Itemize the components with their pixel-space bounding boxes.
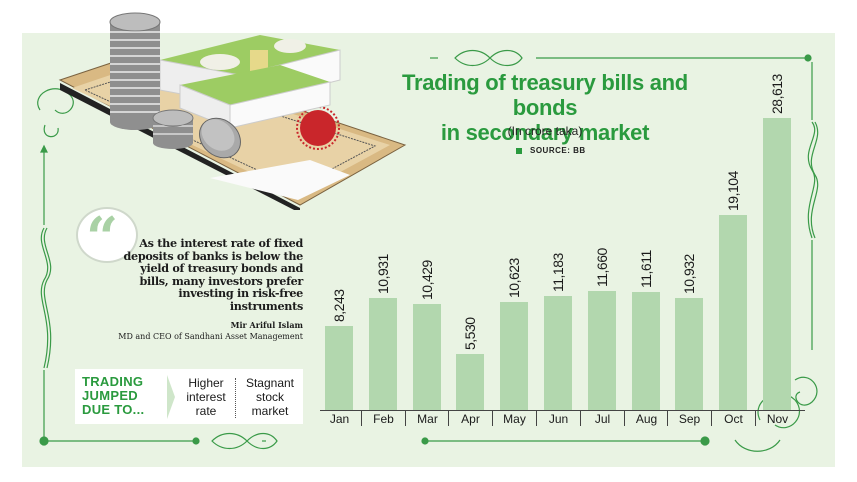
x-tick-label: Oct [724, 412, 743, 426]
x-tick [711, 410, 712, 426]
x-tick-label: Jan [329, 412, 350, 426]
reason-line: rate [195, 404, 217, 418]
value-label: 10,931 [375, 254, 391, 294]
bar-nov [763, 118, 791, 410]
bar-aug [632, 292, 660, 410]
chart-title: Trading of treasury bills and bonds in s… [370, 70, 720, 145]
value-label: 10,623 [506, 258, 522, 298]
x-axis [320, 410, 805, 411]
x-tick [492, 410, 493, 426]
quote-author-role: MD and CEO of Sandhani Asset Management [118, 332, 303, 341]
value-label: 11,611 [638, 250, 654, 288]
x-tick [448, 410, 449, 426]
x-tick [536, 410, 537, 426]
bar-sep [675, 298, 703, 410]
x-tick-label: May [503, 412, 526, 426]
reasons-box [75, 369, 303, 424]
title-line-1: Trading of treasury bills and bonds [402, 70, 688, 120]
value-label: 19,104 [725, 171, 741, 211]
reason-line: Stagnant [245, 376, 295, 390]
reason-line: interest [186, 390, 226, 404]
source-square-icon [516, 147, 522, 154]
x-tick-label: Apr [461, 412, 480, 426]
value-label: 28,613 [769, 74, 785, 114]
quote-bubble [76, 207, 138, 263]
source-note: SOURCE: BB [516, 146, 586, 155]
bar-mar [413, 304, 441, 410]
chart-subtitle: (In crore taka) [507, 124, 583, 138]
bar-may [500, 302, 528, 410]
x-tick [361, 410, 362, 426]
chevron-right-icon [167, 375, 175, 419]
reason-line: stock [255, 390, 284, 404]
x-tick [755, 410, 756, 426]
x-tick-label: Mar [417, 412, 438, 426]
source-text: SOURCE: BB [530, 146, 586, 155]
value-label: 5,530 [462, 317, 478, 350]
x-tick-label: Jul [594, 412, 611, 426]
value-label: 10,429 [419, 260, 435, 300]
reasons-heading-line: TRADING [82, 374, 144, 389]
value-label: 8,243 [331, 289, 347, 322]
bar-oct [719, 215, 747, 410]
reason-line: market [251, 404, 289, 418]
value-label: 11,183 [550, 253, 566, 292]
x-tick-label: Jun [548, 412, 569, 426]
x-tick-label: Sep [678, 412, 701, 426]
bar-apr [456, 354, 484, 410]
x-tick [580, 410, 581, 426]
x-tick-label: Aug [635, 412, 658, 426]
x-tick-label: Feb [373, 412, 394, 426]
reason-line: Higher [188, 376, 224, 390]
bar-jul [588, 291, 616, 410]
reasons-heading: TRADING JUMPED DUE TO... [82, 375, 144, 417]
reason-item-stock: Stagnant stock market [240, 376, 300, 418]
value-label: 11,660 [594, 248, 610, 287]
x-tick [667, 410, 668, 426]
money-certificate-illustration [58, 12, 407, 210]
bar-jan [325, 326, 353, 410]
reasons-heading-line: DUE TO... [82, 402, 145, 417]
title-line-2: in secondary market [440, 120, 650, 145]
x-tick [624, 410, 625, 426]
x-tick [405, 410, 406, 426]
reason-item-interest: Higher interest rate [180, 376, 232, 418]
reasons-heading-line: JUMPED [82, 388, 138, 403]
quote-author: Mir Ariful Islam [230, 320, 303, 330]
bar-jun [544, 296, 572, 410]
bar-feb [369, 298, 397, 410]
quote-mark-icon: “ [86, 205, 119, 271]
dotted-divider [235, 378, 236, 418]
value-label: 10,932 [681, 254, 697, 294]
quote-text: As the interest rate of fixed deposits o… [123, 236, 304, 313]
x-tick-label: Nov [766, 412, 789, 426]
